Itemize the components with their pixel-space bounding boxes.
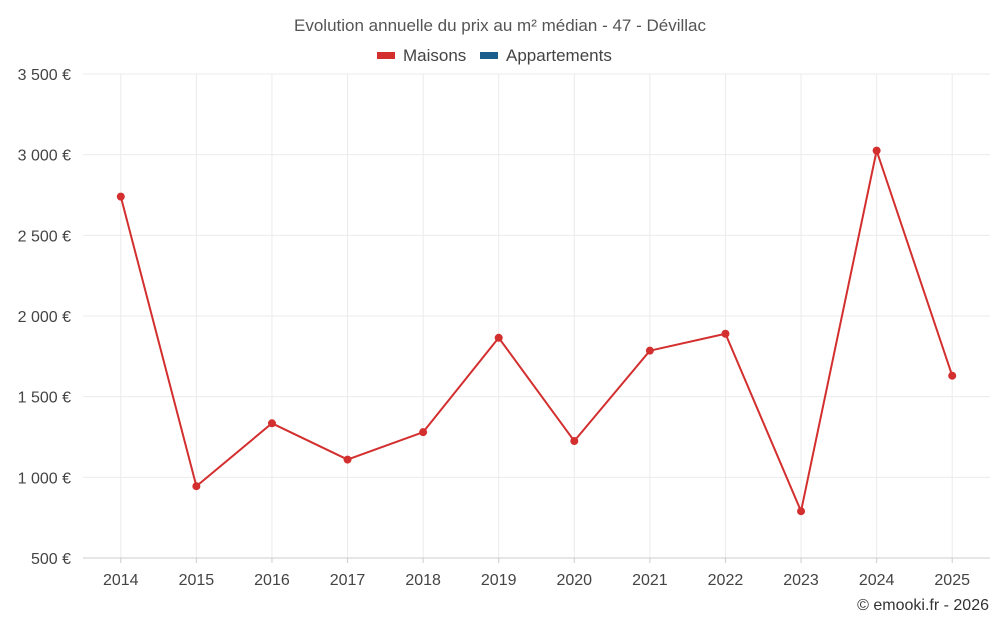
- x-tick-label: 2019: [481, 572, 517, 589]
- y-tick-label: 3 500 €: [18, 67, 71, 84]
- vertical-gridlines: [120, 74, 953, 558]
- y-tick-label: 2 500 €: [18, 228, 71, 245]
- legend: Maisons Appartements: [377, 46, 612, 65]
- x-tick-label: 2022: [708, 572, 744, 589]
- y-axis-ticks: 500 € 1 000 € 1 500 € 2 000 € 2 500 € 3 000 €…: [18, 67, 71, 568]
- y-tick-label: 1 000 €: [18, 470, 71, 487]
- data-point-maisons-2020[interactable]: [570, 437, 579, 446]
- legend-item-appartements[interactable]: Appartements: [480, 46, 612, 65]
- horizontal-gridlines: [83, 73, 990, 559]
- y-tick-label: 2 000 €: [18, 309, 71, 326]
- data-point-maisons-2021[interactable]: [645, 346, 654, 355]
- data-point-maisons-2022[interactable]: [721, 329, 730, 338]
- x-tick-label: 2023: [783, 572, 819, 589]
- y-tick-label: 500 €: [31, 551, 71, 568]
- data-point-maisons-2019[interactable]: [494, 333, 503, 342]
- y-tick-label: 3 000 €: [18, 148, 71, 165]
- x-tick-label: 2021: [632, 572, 668, 589]
- x-tick-label: 2014: [103, 572, 139, 589]
- legend-label-maisons: Maisons: [403, 46, 466, 65]
- data-point-maisons-2017[interactable]: [343, 455, 352, 464]
- legend-swatch-appartements: [480, 52, 498, 59]
- legend-swatch-maisons: [377, 52, 395, 59]
- x-tick-label: 2017: [330, 572, 366, 589]
- credit: © emooki.fr - 2026: [857, 597, 989, 614]
- legend-label-appartements: Appartements: [506, 46, 612, 65]
- x-tick-label: 2016: [254, 572, 290, 589]
- data-point-maisons-2015[interactable]: [192, 482, 201, 491]
- x-axis-ticks: 2014 2015 2016 2017 2018 2019 2020 2021 2022 2023…: [103, 558, 970, 589]
- x-tick-label: 2025: [934, 572, 970, 589]
- legend-item-maisons[interactable]: Maisons: [377, 46, 466, 65]
- y-tick-label: 1 500 €: [18, 390, 71, 407]
- data-point-maisons-2023[interactable]: [797, 507, 806, 516]
- x-tick-label: 2020: [556, 572, 592, 589]
- series-maisons: [116, 146, 957, 516]
- x-tick-label: 2015: [179, 572, 215, 589]
- x-tick-label: 2018: [405, 572, 441, 589]
- series-line-maisons: [119, 149, 954, 513]
- data-point-maisons-2018[interactable]: [419, 428, 428, 437]
- data-point-maisons-2024[interactable]: [872, 146, 881, 155]
- x-tick-label: 2024: [859, 572, 895, 589]
- data-point-maisons-2014[interactable]: [116, 192, 125, 201]
- data-point-maisons-2025[interactable]: [948, 371, 957, 380]
- chart-title: Evolution annuelle du prix au m² médian …: [294, 16, 706, 35]
- data-point-maisons-2016[interactable]: [267, 419, 276, 428]
